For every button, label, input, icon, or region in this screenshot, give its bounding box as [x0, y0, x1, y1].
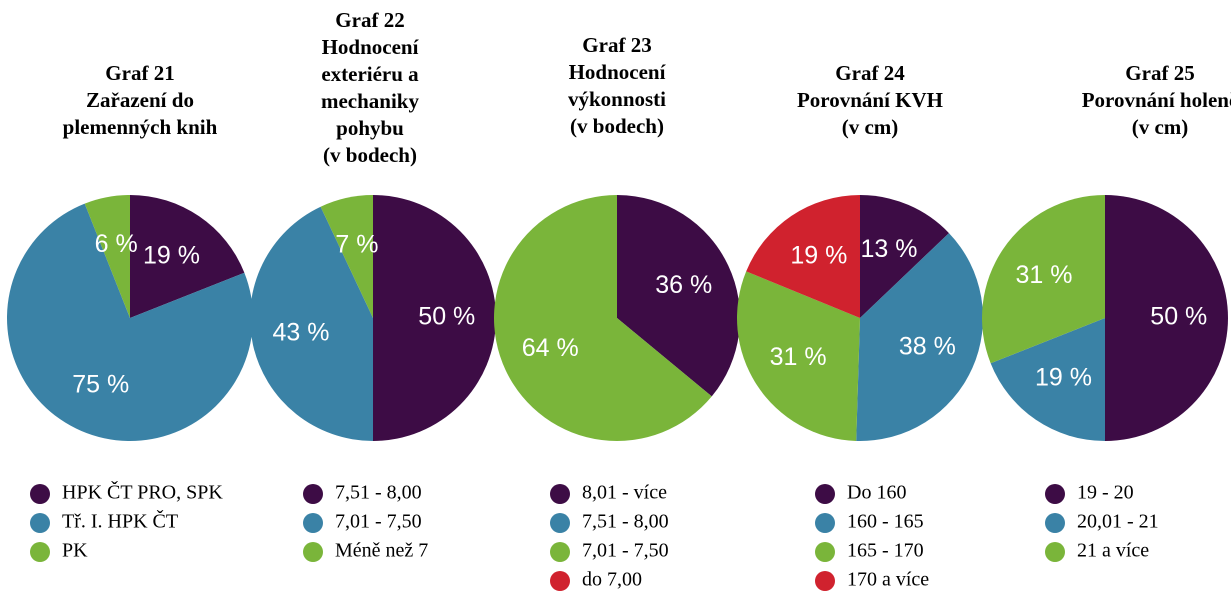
legend-swatch	[550, 542, 570, 562]
pie-slice	[737, 271, 860, 441]
chart-title: Porovnání holeně	[1082, 88, 1231, 112]
pie-slice	[856, 233, 983, 441]
pie-slice	[320, 195, 373, 318]
chart-title: (v bodech)	[323, 143, 417, 167]
data-label: 19 %	[790, 241, 847, 269]
data-label: 75 %	[72, 370, 129, 398]
chart-title: Hodnocení	[322, 35, 420, 59]
chart-title: pohybu	[336, 116, 404, 140]
legend-swatch	[815, 542, 835, 562]
legend-swatch	[815, 484, 835, 504]
legend-swatch	[550, 484, 570, 504]
legend-swatch	[815, 513, 835, 533]
pie-slice	[373, 195, 496, 441]
legend-label: 170 a více	[847, 569, 929, 591]
legend-label: 20,01 - 21	[1077, 511, 1159, 533]
legend-swatch	[1045, 484, 1065, 504]
legend-label: Tř. I. HPK ČT	[62, 509, 178, 533]
legend-swatch	[1045, 542, 1065, 562]
legend-label: 7,51 - 8,00	[582, 511, 669, 533]
data-label: 31 %	[1015, 261, 1072, 289]
legend-label: 7,01 - 7,50	[582, 540, 669, 562]
data-label: 19 %	[143, 242, 200, 270]
legend-label: 21 a více	[1077, 540, 1149, 562]
legend-swatch	[550, 571, 570, 591]
pie-slice	[84, 195, 130, 318]
data-label: 19 %	[1035, 364, 1092, 392]
chart-title: Porovnání KVH	[797, 88, 943, 112]
chart-title: Graf 25	[1125, 61, 1194, 85]
pie-slice	[494, 195, 712, 441]
data-label: 50 %	[418, 303, 475, 331]
pie-slice	[6, 203, 254, 441]
legend-label: 19 - 20	[1077, 482, 1134, 504]
legend-swatch	[1045, 513, 1065, 533]
chart-title: Graf 22	[335, 8, 404, 32]
chart-title: výkonnosti	[568, 87, 666, 111]
pie-slice	[982, 195, 1105, 364]
legend-swatch	[303, 484, 323, 504]
data-label: 36 %	[655, 271, 712, 299]
data-label: 43 %	[272, 319, 329, 347]
data-label: 64 %	[522, 334, 579, 362]
legend-swatch	[303, 542, 323, 562]
data-label: 50 %	[1150, 303, 1207, 331]
legend-label: HPK ČT PRO, SPK	[62, 480, 223, 504]
chart-title: Zařazení do	[86, 88, 194, 112]
legend-swatch	[815, 571, 835, 591]
legend-label: PK	[62, 540, 88, 562]
legend-swatch	[30, 542, 50, 562]
chart-title: plemenných knih	[63, 115, 218, 139]
chart-title: Graf 23	[582, 33, 651, 57]
data-label: 7 %	[335, 231, 378, 259]
pie-slice	[249, 206, 373, 441]
pie-slice	[617, 195, 740, 397]
legend-label: 7,01 - 7,50	[335, 511, 422, 533]
chart-title: (v bodech)	[570, 114, 664, 138]
legend-label: 8,01 - více	[582, 482, 667, 504]
legend-label: 165 - 170	[847, 540, 924, 562]
chart-title: (v cm)	[1132, 115, 1189, 139]
pie-slice	[130, 195, 245, 318]
legend-label: Do 160	[847, 482, 906, 504]
legend-swatch	[30, 513, 50, 533]
chart-title: mechaniky	[321, 89, 420, 113]
pie-slice	[990, 318, 1105, 441]
chart-title: (v cm)	[842, 115, 899, 139]
data-label: 38 %	[899, 333, 956, 361]
data-label: 31 %	[770, 343, 827, 371]
chart-title: Graf 24	[835, 61, 905, 85]
data-label: 13 %	[861, 235, 918, 263]
chart-title: Hodnocení	[569, 60, 667, 84]
legend-label: do 7,00	[582, 569, 642, 591]
pie-slice	[746, 195, 860, 318]
legend-label: 160 - 165	[847, 511, 924, 533]
pie-slice	[1105, 195, 1228, 441]
legend-swatch	[30, 484, 50, 504]
chart-title: exteriéru a	[321, 62, 419, 86]
legend-swatch	[550, 513, 570, 533]
pie-slice	[860, 195, 949, 318]
data-label: 6 %	[95, 230, 138, 258]
legend-swatch	[303, 513, 323, 533]
legend-label: 7,51 - 8,00	[335, 482, 422, 504]
legend-label: Méně než 7	[335, 540, 428, 562]
chart-title: Graf 21	[105, 61, 174, 85]
